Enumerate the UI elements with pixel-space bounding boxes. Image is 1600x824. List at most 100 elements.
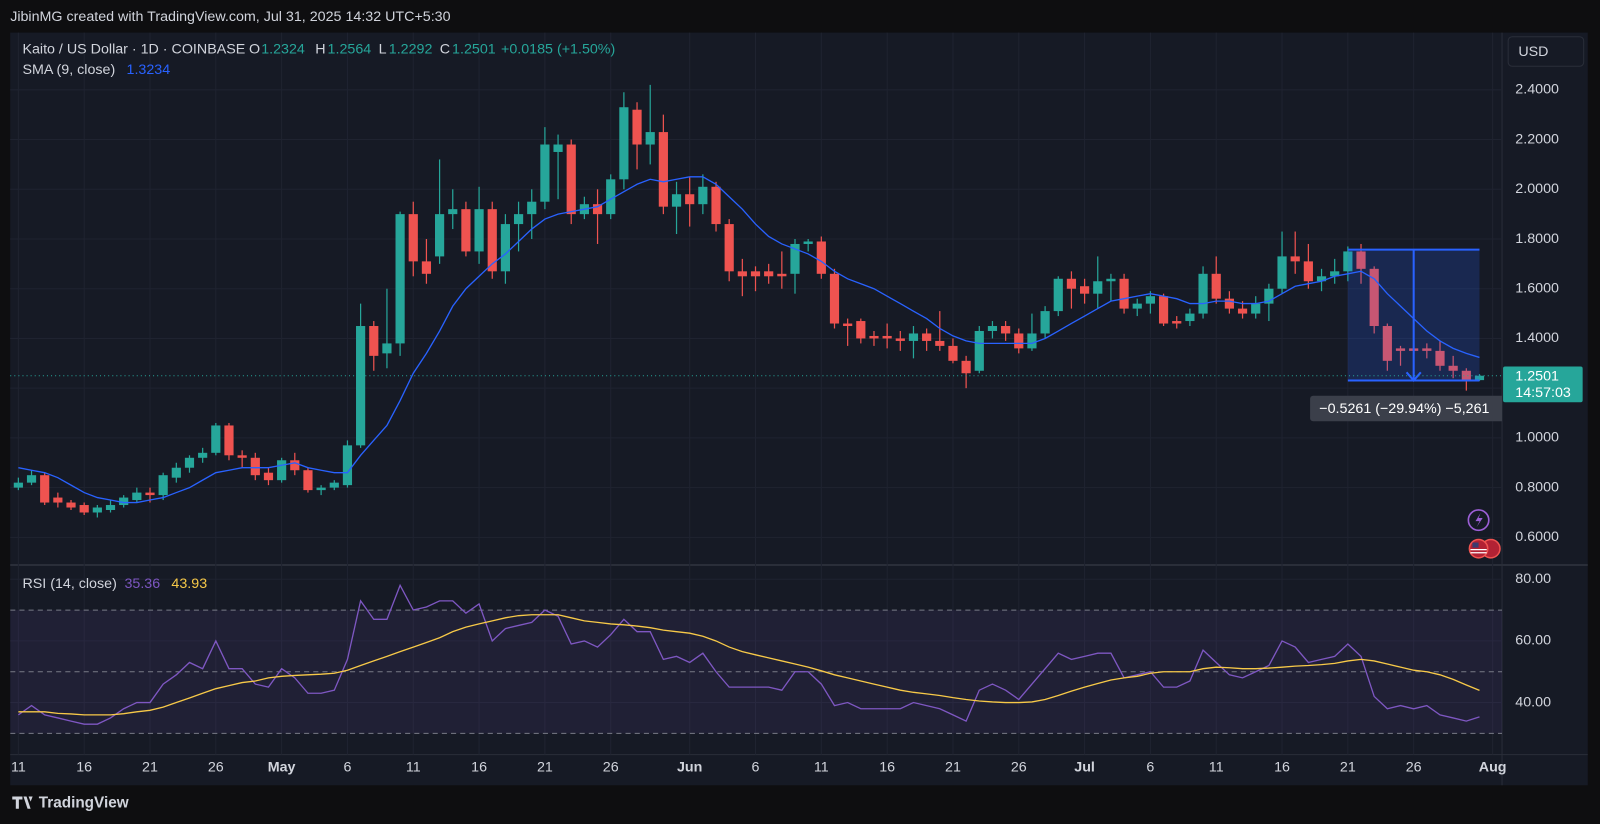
line-series [18, 614, 1480, 716]
candle-body [263, 472, 274, 481]
rsi-pane [10, 583, 1503, 734]
candle-body [1330, 271, 1340, 277]
candle-body [1422, 348, 1432, 351]
candle-body [435, 214, 445, 257]
candle-body [908, 333, 919, 341]
countdown-label: 14:57:03 [1515, 385, 1571, 401]
candle-body [1066, 278, 1077, 289]
price-pane: −0.5261 (−29.94%) −5,261 [13, 84, 1503, 518]
candle-body [1264, 288, 1274, 304]
candle-body [1369, 268, 1379, 327]
candle-body [198, 452, 208, 458]
candle-body [1343, 251, 1353, 272]
candle-body [566, 144, 576, 215]
candle-body [487, 209, 497, 272]
event-icon[interactable] [1467, 509, 1490, 532]
candle-body [724, 224, 734, 272]
high-value: 1.2564 [328, 42, 372, 58]
candle-body [987, 326, 998, 331]
candle-body [632, 109, 642, 145]
y-tick-label: 80.00 [1515, 571, 1551, 587]
candle-body [79, 505, 89, 513]
candle-body [1040, 311, 1050, 334]
candle-body [527, 201, 537, 215]
brand-name: TradingView [39, 795, 129, 812]
candle-body [895, 338, 905, 341]
last-price-label: 1.2501 [1515, 369, 1559, 385]
candle-body [211, 425, 221, 453]
y-tick-label: 2.2000 [1515, 131, 1559, 147]
candle-body [13, 482, 23, 488]
candle-body [540, 144, 550, 202]
candle-body [658, 132, 668, 207]
grid [10, 32, 1503, 755]
candle-body [342, 445, 353, 486]
lightning-glyph [1475, 512, 1483, 528]
last-price-box [1503, 366, 1583, 403]
candle-body [500, 224, 510, 272]
y-tick-label: 1.4000 [1515, 330, 1559, 346]
candle-body [1461, 370, 1471, 381]
candle-body [277, 460, 287, 481]
y-tick-label: 1.6000 [1515, 280, 1559, 296]
currency-label[interactable]: USD [1518, 44, 1548, 60]
sma-value: 1.3234 [127, 62, 171, 78]
candle-body [869, 335, 879, 339]
measure-arrowhead [1405, 371, 1422, 383]
y-tick-label: 0.6000 [1515, 529, 1559, 545]
currency-button[interactable] [1507, 36, 1585, 67]
candle-body [224, 425, 234, 456]
y-tick-label: 2.0000 [1515, 181, 1559, 197]
candle-body [737, 271, 747, 277]
candle-body [592, 204, 603, 215]
x-tick-label: 16 [879, 760, 895, 776]
line-series [17, 583, 1480, 725]
candle-body [1185, 313, 1195, 322]
candle-body [1251, 303, 1261, 314]
ohlc-letter: C [440, 42, 450, 58]
x-tick-label: Jun [677, 760, 702, 776]
x-tick-label: 26 [1011, 760, 1027, 776]
candle-body [685, 194, 695, 205]
candle-body [922, 333, 932, 341]
candle-body [408, 214, 418, 262]
candle-body [1080, 286, 1090, 294]
candle-body [1277, 256, 1287, 289]
flag-icon[interactable] [1468, 538, 1489, 559]
x-tick-label: 16 [76, 760, 92, 776]
candle-body [105, 505, 116, 510]
candle-body [303, 470, 313, 491]
candle-body [26, 475, 37, 483]
candle-body [132, 492, 142, 501]
candle-body [329, 482, 339, 488]
candle-body [1145, 296, 1155, 304]
candle-body [395, 214, 405, 344]
x-tick-label: 6 [752, 760, 760, 776]
candle-body [1053, 278, 1063, 312]
open-value: 1.2324 [261, 42, 305, 58]
candle-body [1382, 326, 1392, 361]
candle-body [1132, 303, 1142, 309]
x-tick-label: 21 [945, 760, 961, 776]
candle-body [1158, 296, 1169, 324]
y-tick-label: 40.00 [1515, 694, 1551, 710]
candle-body [1198, 273, 1208, 314]
candle-body [53, 497, 63, 503]
candle-body [1001, 326, 1011, 334]
x-tick-label: May [268, 760, 296, 776]
ohlc-letter: H [315, 42, 325, 58]
x-tick-label: 26 [603, 760, 619, 776]
candle-body [698, 186, 708, 205]
x-tick-label: 21 [537, 760, 553, 776]
candle-body [790, 243, 800, 274]
axes: 11 16 21 26 May 6 11 16 21 26 Jun 6 11 16 21 26 Jul 6 11 16… [10, 82, 1583, 776]
measure-label: −0.5261 (−29.94%) −5,261 [1319, 401, 1489, 417]
x-tick-label: 21 [142, 760, 158, 776]
rsi-legend: RSI (14, close) [22, 576, 116, 592]
candle-body [882, 335, 892, 339]
change-label: +0.0185 (+1.50%) [501, 42, 615, 58]
candle-body [382, 343, 392, 354]
y-tick-label: 60.00 [1515, 633, 1551, 649]
